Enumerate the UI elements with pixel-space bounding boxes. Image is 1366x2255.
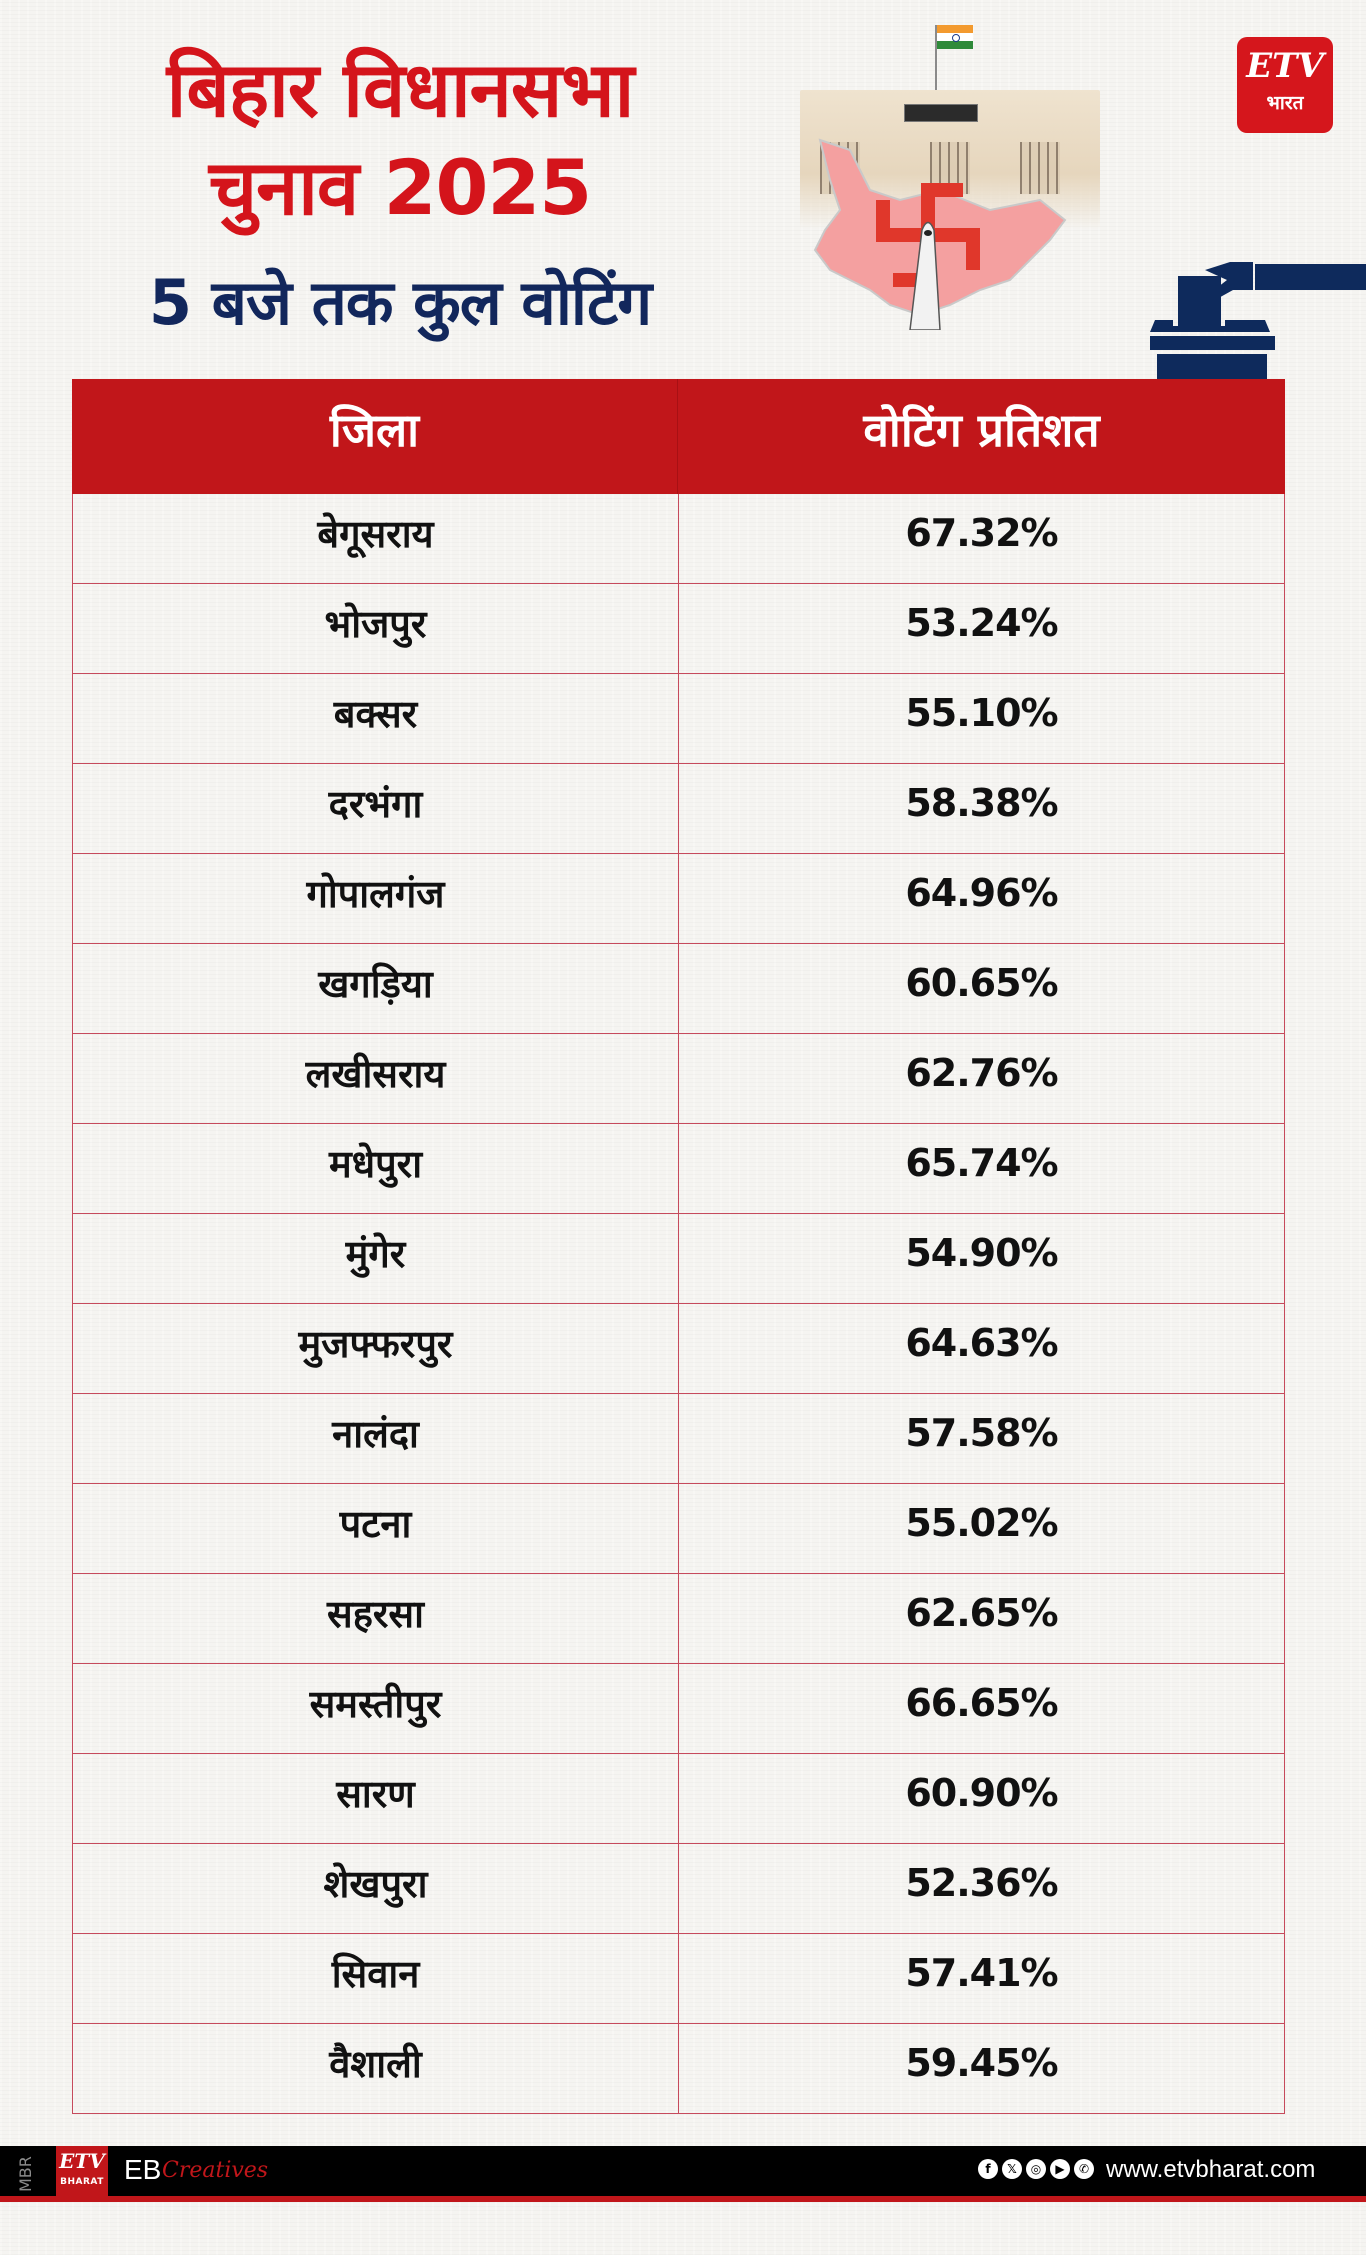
district-cell: वैशाली: [73, 2024, 679, 2113]
table-row: मुजफ्फरपुर 64.63%: [72, 1304, 1285, 1394]
district-cell: सहरसा: [73, 1574, 679, 1663]
district-cell: भोजपुर: [73, 584, 679, 673]
voting-table: जिला वोटिंग प्रतिशत बेगूसराय 67.32% भोजपु…: [72, 379, 1285, 2114]
facebook-icon[interactable]: f: [978, 2159, 998, 2179]
percent-cell: 64.63%: [905, 1320, 1058, 1365]
percent-cell: 65.74%: [905, 1140, 1058, 1185]
page-subtitle: 5 बजे तक कुल वोटिंग: [148, 266, 652, 339]
percent-cell: 57.58%: [905, 1410, 1058, 1455]
district-cell: समस्तीपुर: [73, 1664, 679, 1753]
table-row: गोपालगंज 64.96%: [72, 854, 1285, 944]
x-twitter-icon[interactable]: 𝕏: [1002, 2159, 1022, 2179]
table-row: भोजपुर 53.24%: [72, 584, 1285, 674]
district-cell: लखीसराय: [73, 1034, 679, 1123]
table-row: नालंदा 57.58%: [72, 1394, 1285, 1484]
district-cell: मुजफ्फरपुर: [73, 1304, 679, 1393]
table-row: लखीसराय 62.76%: [72, 1034, 1285, 1124]
table-row: खगड़िया 60.65%: [72, 944, 1285, 1034]
whatsapp-icon[interactable]: ✆: [1074, 2159, 1094, 2179]
bihar-map-icon: [813, 138, 1067, 330]
percent-cell: 59.45%: [905, 2040, 1058, 2085]
table-row: सारण 60.90%: [72, 1754, 1285, 1844]
footer-logo-sub: BHARAT: [60, 2177, 104, 2187]
percent-cell: 62.65%: [905, 1590, 1058, 1635]
percent-cell: 52.36%: [905, 1860, 1058, 1905]
district-cell: दरभंगा: [73, 764, 679, 853]
table-row: बक्सर 55.10%: [72, 674, 1285, 764]
india-flag-icon: [937, 25, 973, 49]
table-row: बेगूसराय 67.32%: [72, 494, 1285, 584]
district-cell: बक्सर: [73, 674, 679, 763]
percent-cell: 54.90%: [905, 1230, 1058, 1275]
district-cell: सिवान: [73, 1934, 679, 2023]
district-cell: सारण: [73, 1754, 679, 1843]
footer-creatives-label: Creatives: [162, 2158, 269, 2183]
building-window: [1020, 142, 1060, 194]
table-row: वैशाली 59.45%: [72, 2024, 1285, 2114]
table-row: पटना 55.02%: [72, 1484, 1285, 1574]
district-cell: मुंगेर: [73, 1214, 679, 1303]
ballot-box-icon: [1150, 262, 1366, 380]
footer-mbr-label: MBR: [16, 2156, 35, 2192]
district-cell: शेखपुरा: [73, 1844, 679, 1933]
column-header-district: जिला: [72, 379, 678, 494]
table-row: मुंगेर 54.90%: [72, 1214, 1285, 1304]
district-cell: पटना: [73, 1484, 679, 1573]
table-row: सहरसा 62.65%: [72, 1574, 1285, 1664]
table-row: सिवान 57.41%: [72, 1934, 1285, 2024]
page-title-line2: चुनाव 2025: [208, 143, 592, 232]
district-cell: बेगूसराय: [73, 494, 679, 583]
table-row: मधेपुरा 65.74%: [72, 1124, 1285, 1214]
district-cell: नालंदा: [73, 1394, 679, 1483]
percent-cell: 66.65%: [905, 1680, 1058, 1725]
footer-etv-logo: ETV BHARAT: [56, 2146, 108, 2196]
building-plaque: [904, 104, 978, 122]
table-row: दरभंगा 58.38%: [72, 764, 1285, 854]
instagram-icon[interactable]: ◎: [1026, 2159, 1046, 2179]
flagpole: [935, 25, 937, 95]
percent-cell: 57.41%: [905, 1950, 1058, 1995]
social-icons: f 𝕏 ◎ ▶ ✆: [978, 2159, 1094, 2179]
percent-cell: 64.96%: [905, 870, 1058, 915]
logo-brand: ETV: [1246, 46, 1324, 86]
percent-cell: 60.65%: [905, 960, 1058, 1005]
table-row: समस्तीपुर 66.65%: [72, 1664, 1285, 1754]
percent-cell: 67.32%: [905, 510, 1058, 555]
table-row: शेखपुरा 52.36%: [72, 1844, 1285, 1934]
table-header: जिला वोटिंग प्रतिशत: [72, 379, 1285, 494]
youtube-icon[interactable]: ▶: [1050, 2159, 1070, 2179]
etv-bharat-logo: ETV भारत: [1237, 37, 1333, 133]
percent-cell: 55.02%: [905, 1500, 1058, 1545]
assembly-illustration: [760, 20, 1180, 380]
percent-cell: 53.24%: [905, 600, 1058, 645]
percent-cell: 60.90%: [905, 1770, 1058, 1815]
percent-cell: 62.76%: [905, 1050, 1058, 1095]
district-cell: गोपालगंज: [73, 854, 679, 943]
footer-logo-brand: ETV: [59, 2149, 105, 2173]
percent-cell: 58.38%: [905, 780, 1058, 825]
website-link[interactable]: www.etvbharat.com: [1106, 2156, 1316, 2183]
logo-subbrand: भारत: [1266, 92, 1304, 114]
district-cell: खगड़िया: [73, 944, 679, 1033]
percent-cell: 55.10%: [905, 690, 1058, 735]
column-header-percent: वोटिंग प्रतिशत: [863, 402, 1100, 457]
footer-bar: MBR ETV BHARAT EB Creatives f 𝕏 ◎ ▶ ✆ ww…: [0, 2146, 1366, 2202]
footer-eb-label: EB: [124, 2154, 162, 2185]
district-cell: मधेपुरा: [73, 1124, 679, 1213]
page-title-line1: बिहार विधानसभा: [166, 45, 635, 134]
